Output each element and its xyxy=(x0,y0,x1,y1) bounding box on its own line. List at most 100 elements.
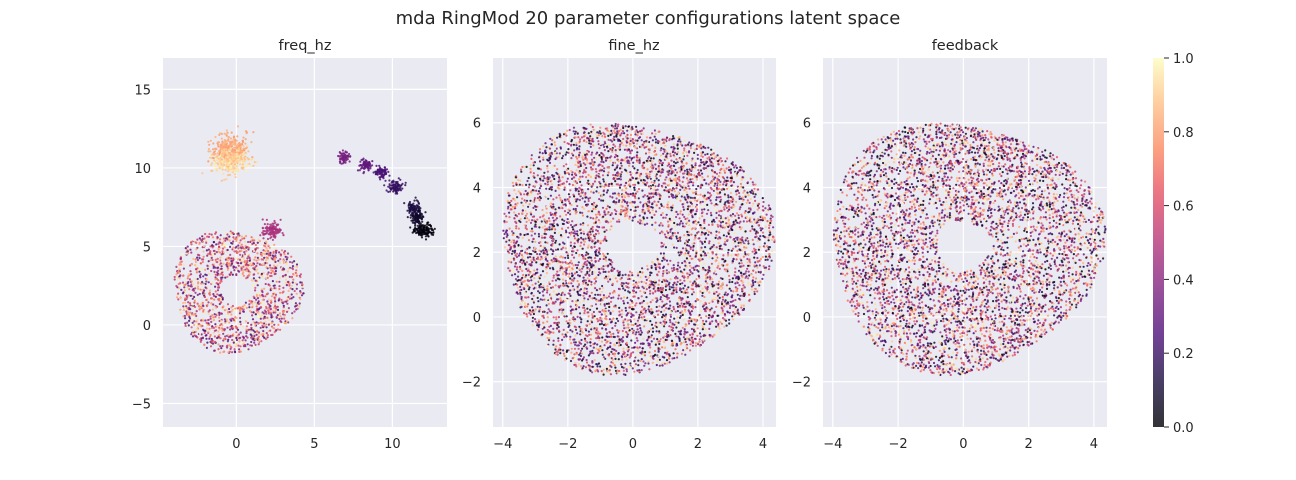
scatter-point xyxy=(262,249,265,252)
scatter-point xyxy=(227,312,230,315)
scatter-point xyxy=(722,164,725,167)
scatter-point xyxy=(268,246,271,249)
scatter-point xyxy=(234,157,237,160)
scatter-point xyxy=(272,224,275,227)
scatter-point xyxy=(193,299,197,302)
scatter-point xyxy=(403,202,406,205)
scatter-point xyxy=(262,317,265,320)
scatter-point xyxy=(634,333,637,336)
scatter-point xyxy=(519,179,522,182)
scatter-point xyxy=(254,313,257,316)
scatter-point xyxy=(278,251,281,254)
scatter-point xyxy=(186,282,189,285)
scatter-point xyxy=(220,320,223,323)
scatter-point xyxy=(608,292,612,295)
scatter-point xyxy=(589,142,593,145)
scatter-point xyxy=(690,336,693,339)
scatter-point xyxy=(427,227,431,231)
scatter-point xyxy=(421,220,424,223)
scatter-point xyxy=(287,307,290,310)
scatter-point xyxy=(250,141,253,144)
scatter-point xyxy=(182,308,186,312)
scatter-point xyxy=(649,289,652,292)
scatter-point xyxy=(235,331,238,334)
scatter-point xyxy=(711,278,714,281)
scatter-point xyxy=(651,327,655,330)
scatter-point xyxy=(280,267,283,270)
scatter-point xyxy=(208,289,212,292)
scatter-point xyxy=(234,163,237,166)
scatter-point xyxy=(577,136,580,139)
scatter-point xyxy=(217,259,220,262)
scatter-point xyxy=(209,317,212,320)
scatter-point xyxy=(212,303,215,306)
scatter-point xyxy=(265,332,268,335)
scatter-point xyxy=(184,297,187,300)
scatter-point xyxy=(178,287,181,290)
scatter-point xyxy=(189,248,192,251)
scatter-point xyxy=(234,173,237,176)
scatter-point xyxy=(569,359,573,363)
scatter-point xyxy=(242,271,245,274)
scatter-point xyxy=(238,270,241,273)
scatter-point xyxy=(539,216,542,219)
scatter-point xyxy=(679,212,682,215)
scatter-point xyxy=(240,247,243,250)
scatter-point xyxy=(272,264,276,267)
scatter-point xyxy=(275,280,278,283)
scatter-point xyxy=(722,234,726,237)
scatter-point xyxy=(602,193,605,196)
scatter-point xyxy=(558,243,561,246)
scatter-point xyxy=(250,328,253,331)
scatter-point xyxy=(577,190,580,193)
scatter-point xyxy=(737,214,740,217)
scatter-point xyxy=(301,286,304,289)
scatter-point xyxy=(261,324,264,327)
scatter-point xyxy=(216,289,220,292)
scatter-point xyxy=(704,280,707,283)
scatter-point xyxy=(747,281,750,284)
scatter-point xyxy=(212,148,215,151)
scatter-point xyxy=(244,320,248,323)
scatter-point xyxy=(293,310,296,313)
scatter-point xyxy=(190,319,193,322)
scatter-point xyxy=(344,159,347,162)
scatter-point xyxy=(393,188,396,191)
scatter-point xyxy=(275,230,278,234)
scatter-point xyxy=(587,173,590,177)
scatter-point xyxy=(743,211,747,214)
scatter-point xyxy=(244,130,248,133)
scatter-point xyxy=(681,313,684,317)
scatter-point xyxy=(703,295,706,299)
scatter-point xyxy=(189,285,192,288)
scatter-point xyxy=(593,237,597,240)
scatter-point xyxy=(279,258,282,261)
scatter-point xyxy=(280,317,283,320)
scatter-point xyxy=(267,298,270,301)
scatter-point xyxy=(712,240,715,243)
scatter-point xyxy=(221,153,224,156)
scatter-point xyxy=(236,166,239,170)
scatter-point xyxy=(264,226,267,230)
scatter-point xyxy=(261,218,264,221)
scatter-point xyxy=(623,185,626,188)
scatter-point xyxy=(694,164,697,167)
scatter-point xyxy=(737,244,740,247)
scatter-point xyxy=(579,333,582,336)
scatter-point xyxy=(214,306,217,309)
scatter-point xyxy=(242,336,245,339)
scatter-point xyxy=(207,322,210,325)
scatter-point xyxy=(249,165,252,168)
scatter-point xyxy=(296,307,299,310)
scatter-point xyxy=(631,301,634,304)
scatter-point xyxy=(245,234,248,238)
scatter-point xyxy=(643,307,646,310)
scatter-point xyxy=(768,224,771,227)
scatter-point xyxy=(585,176,588,179)
scatter-point xyxy=(214,315,217,318)
scatter-point xyxy=(236,160,239,163)
scatter-point xyxy=(210,233,213,236)
scatter-point xyxy=(604,127,607,130)
scatter-point xyxy=(548,161,552,164)
scatter-point xyxy=(279,291,282,294)
